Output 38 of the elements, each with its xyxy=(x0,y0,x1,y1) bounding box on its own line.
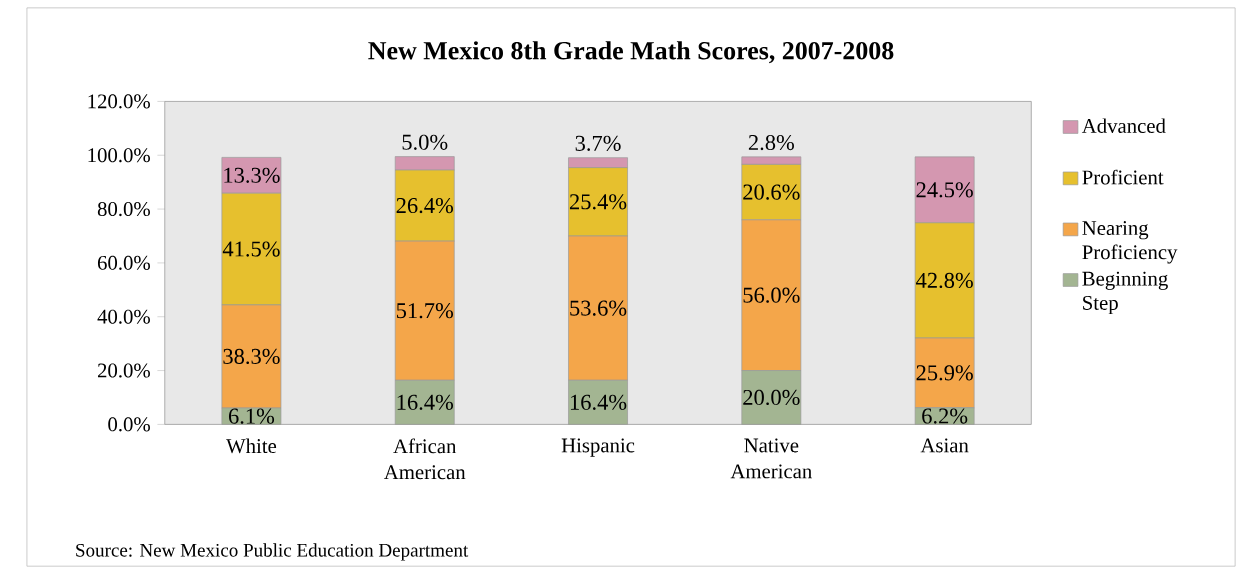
y-tick-label: 60.0% xyxy=(97,255,150,270)
legend-label: Nearing Proficiency xyxy=(1082,221,1178,264)
legend-label: Proficient xyxy=(1082,169,1164,185)
x-tick-label: Asian xyxy=(920,438,969,453)
data-label: 6.1% xyxy=(228,408,275,424)
data-label: 2.8% xyxy=(748,134,794,151)
source-note: Source: New Mexico Public Education Department xyxy=(76,543,469,561)
legend-label: Beginning Step xyxy=(1082,271,1168,315)
data-label: 13.3% xyxy=(224,167,280,183)
data-label: 16.4% xyxy=(570,394,627,410)
data-label: 38.3% xyxy=(223,348,280,365)
y-tick-label: 20.0% xyxy=(97,363,150,378)
y-tick-label: 120.0% xyxy=(88,94,150,109)
x-tick-label: White xyxy=(226,438,277,454)
chart-title: New Mexico 8th Grade Math Scores, 2007-2008 xyxy=(368,41,894,64)
data-label: 51.7% xyxy=(396,303,454,319)
data-label: 24.5% xyxy=(916,182,973,198)
data-label: 25.4% xyxy=(569,194,627,210)
y-tick-label: 80.0% xyxy=(97,201,150,217)
data-label: 53.6% xyxy=(570,300,627,316)
data-label: 16.4% xyxy=(397,394,454,410)
x-tick-label: African American xyxy=(383,438,466,480)
y-tick-label: 40.0% xyxy=(97,309,150,324)
data-label: 6.2% xyxy=(922,408,968,424)
x-tick-label: Native American xyxy=(730,438,812,479)
data-label: 20.0% xyxy=(743,389,800,406)
y-tick-label: 0.0% xyxy=(108,417,150,432)
data-label: 25.9% xyxy=(916,365,973,381)
data-label: 20.6% xyxy=(743,184,800,200)
data-label: 41.5% xyxy=(222,241,280,257)
data-label: 56.0% xyxy=(743,287,800,303)
y-tick-label: 100.0% xyxy=(88,148,150,163)
data-label: 42.8% xyxy=(916,272,973,289)
x-tick-label: Hispanic xyxy=(561,438,635,457)
data-label: 3.7% xyxy=(575,135,621,151)
data-label: 5.0% xyxy=(402,134,448,150)
data-label: 26.4% xyxy=(396,197,454,214)
legend-label: Advanced xyxy=(1081,118,1166,133)
